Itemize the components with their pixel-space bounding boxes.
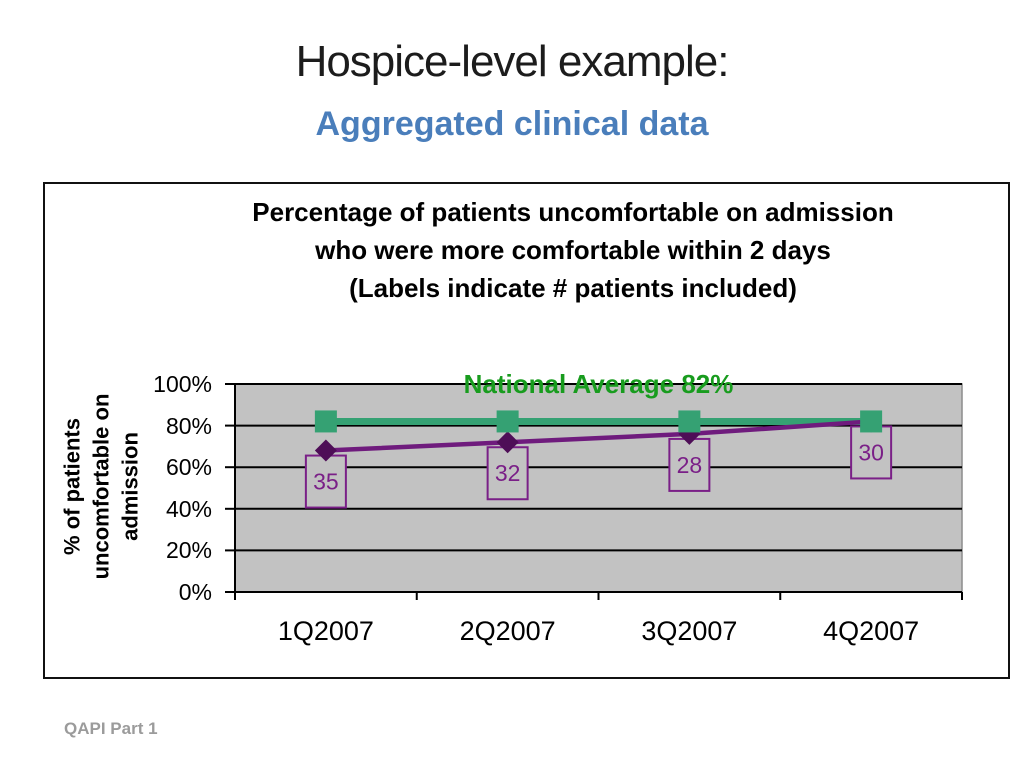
x-axis-label: 2Q2007 [459,616,556,646]
line-chart: 35 32 28 30 [225,383,963,600]
point-label: 35 [313,469,339,495]
point-label-box [668,437,711,492]
chart-title: Percentage of patients uncomfortable on … [168,193,978,307]
square-marker [496,410,519,433]
y-tick-label: 80% [165,412,212,439]
footer-text: QAPI Part 1 [64,719,158,738]
diamond-marker [496,431,519,454]
diamond-marker [678,422,701,445]
x-axis-label: 4Q2007 [823,616,920,646]
y-tick-label: 100% [153,371,212,397]
y-tick-label: 20% [165,537,212,564]
point-label-box [850,425,893,480]
slide-subtitle: Aggregated clinical data [315,105,709,143]
y-tick-label: 60% [165,454,212,481]
x-axis-label: 1Q2007 [277,616,374,646]
square-marker [314,410,337,433]
chart-title-line-2: who were more comfortable within 2 days [315,235,831,265]
diamond-marker [314,439,337,462]
point-label: 32 [495,460,521,486]
point-label: 28 [677,452,703,478]
y-tick-label: 0% [178,579,212,605]
hospice-series-line [325,419,872,453]
y-axis-label-line-1: % of patients [59,418,85,555]
point-label-box [304,454,347,509]
square-marker [678,410,701,433]
point-label-box [486,446,529,501]
slide-title: Hospice-level example: [295,37,730,86]
chart-title-line-1: Percentage of patients uncomfortable on … [252,197,894,227]
square-marker [860,410,883,433]
chart-title-line-3: (Labels indicate # patients included) [349,273,797,303]
x-axis-label: 3Q2007 [641,616,738,646]
y-tick-label: 40% [165,495,212,522]
point-label: 30 [858,439,884,465]
